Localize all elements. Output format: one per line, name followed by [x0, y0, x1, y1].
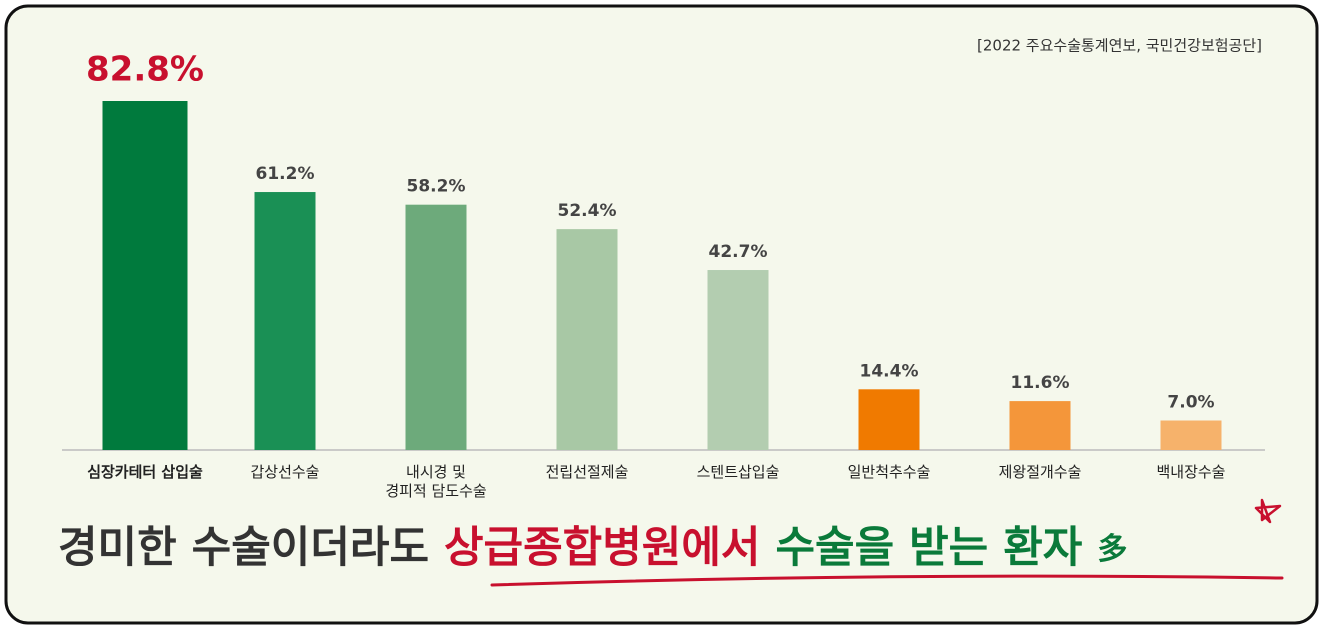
panel — [4, 4, 1319, 625]
value-label: 58.2% — [407, 177, 466, 197]
category-label: 스텐트삽입술 — [697, 463, 780, 481]
headline-part: 상급종합병원에서 — [444, 523, 760, 573]
category-label: 전립선절제술 — [546, 463, 629, 481]
bar — [858, 389, 920, 450]
bar — [1160, 420, 1222, 450]
bar — [1009, 401, 1071, 450]
headline: 경미한 수술이더라도 상급종합병원에서 수술을 받는 환자 多 — [58, 523, 1127, 573]
star — [1254, 498, 1282, 524]
headline-part: 경미한 수술이더라도 — [58, 523, 429, 573]
bar — [405, 204, 467, 450]
category-label: 백내장수술 — [1156, 463, 1225, 481]
value-label: 14.4% — [860, 361, 919, 381]
underline — [490, 574, 1284, 587]
source: [2022 주요수술통계연보, 국민건강보험공단] — [977, 37, 1262, 55]
category-label: 일반척추수술 — [848, 463, 931, 481]
bar — [102, 101, 188, 450]
bar — [556, 229, 618, 450]
headline-part: 수술을 받는 환자 — [775, 523, 1082, 573]
value-label: 42.7% — [709, 242, 768, 262]
value-label: 61.2% — [256, 164, 315, 184]
value-label: 82.8% — [86, 50, 204, 90]
value-label: 11.6% — [1011, 373, 1070, 393]
bar — [254, 192, 316, 451]
category-label: 심장카테터 삽입술 — [87, 463, 203, 481]
value-label: 52.4% — [558, 201, 617, 221]
bar — [707, 270, 769, 450]
value-label: 7.0% — [1167, 392, 1214, 412]
category-label: 제왕절개수술 — [999, 463, 1082, 481]
category-label: 내시경 및 경피적 담도수술 — [385, 463, 486, 500]
category-label: 갑상선수술 — [250, 463, 319, 481]
headline-part: 多 — [1097, 532, 1127, 567]
